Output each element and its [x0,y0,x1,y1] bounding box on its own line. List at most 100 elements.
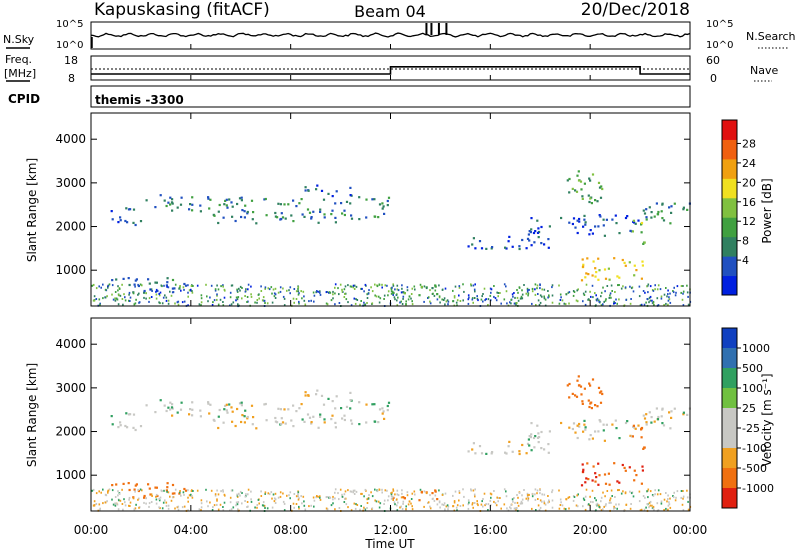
power-cell [330,213,333,216]
power-cell [604,290,606,293]
power-cell [99,302,101,305]
power-cell [402,295,405,298]
power-cell [343,209,346,212]
velocity-cell [325,496,328,499]
velocity-cell [670,416,673,419]
power-cell [487,304,489,306]
velocity-cell [591,437,594,440]
velocity-cell [585,477,588,480]
power-panel-frame [90,112,691,307]
velocity-cell [618,437,621,440]
power-cell [660,295,663,298]
velocity-cell [320,394,324,397]
power-cell [458,285,461,288]
velocity-cell [250,498,252,501]
power-cell [188,208,191,211]
power-cell [217,221,220,225]
power-cell [643,241,646,244]
power-cell [583,218,586,221]
velocity-cell [284,422,287,425]
velocity-cell [514,501,516,504]
velocity-cell [414,493,416,496]
power-cell [489,287,492,290]
power-cell [582,265,585,268]
velocity-cell [687,508,690,511]
power-cell [292,220,295,223]
power-cell [173,287,176,290]
power-cell [387,290,390,293]
velocity-cell [354,507,357,510]
velocity-cell [261,504,264,507]
velocity-cell [582,430,585,433]
velocity-cell [100,491,102,494]
velocity-cell [247,488,250,491]
power-cell [322,198,326,201]
power-cell [547,296,549,299]
power-cell [361,287,363,290]
power-cell [474,290,476,293]
velocity-cell [675,496,677,499]
velocity-cell [347,506,349,509]
velocity-cell [117,490,119,493]
power-cell [124,219,127,223]
power-cell [347,284,349,287]
power-cell [128,283,131,287]
velocity-cell [476,502,479,505]
velocity-cell [169,408,172,411]
power-cell [365,198,368,201]
power-cell [363,301,365,304]
power-cell [508,235,511,238]
power-cell [137,283,139,286]
power-cell [244,290,247,293]
velocity-cell [444,508,446,511]
power-cell [135,278,138,281]
velocity-cell [159,399,162,402]
velocity-cell [381,491,383,494]
power-cell [614,214,617,217]
velocity-cell [662,424,666,427]
power-colorbar-swatch [722,197,737,218]
velocity-cell [92,488,95,491]
velocity-cell [534,435,537,438]
power-cell [650,211,653,214]
power-cell [335,190,338,193]
velocity-cell [480,503,483,506]
velocity-cell [298,497,300,500]
power-cell [543,297,546,300]
power-cell [256,301,258,304]
velocity-cell [280,417,283,420]
power-cell [478,240,482,243]
power-cell [164,294,166,297]
velocity-cell [584,428,587,431]
velocity-cell [384,489,387,492]
velocity-cell [473,502,476,504]
velocity-cell [317,426,320,429]
power-cell [264,287,266,290]
power-cell [403,292,406,295]
power-cell [332,290,334,293]
velocity-cell [236,495,239,498]
power-cell [319,291,321,294]
cpid-label: CPID [8,92,40,106]
velocity-cell [119,499,122,502]
velocity-cell [250,404,254,407]
velocity-cell [304,394,307,397]
power-cell [411,287,414,290]
velocity-cell [642,447,645,450]
power-cell [596,297,599,300]
power-cell [645,216,648,219]
power-cell [301,297,303,300]
power-cell [148,297,151,300]
velocity-colorbar-tick-label: -1000 [742,482,774,495]
power-cell [165,204,168,208]
velocity-cell [339,488,342,491]
power-cell [528,239,531,242]
velocity-cell [427,502,429,504]
power-cell [530,244,533,247]
velocity-colorbar-swatch [722,468,737,489]
power-cell [344,285,347,288]
velocity-cell [687,500,689,503]
power-cell [307,189,310,192]
power-cell [360,287,362,290]
power-cell [472,301,474,304]
